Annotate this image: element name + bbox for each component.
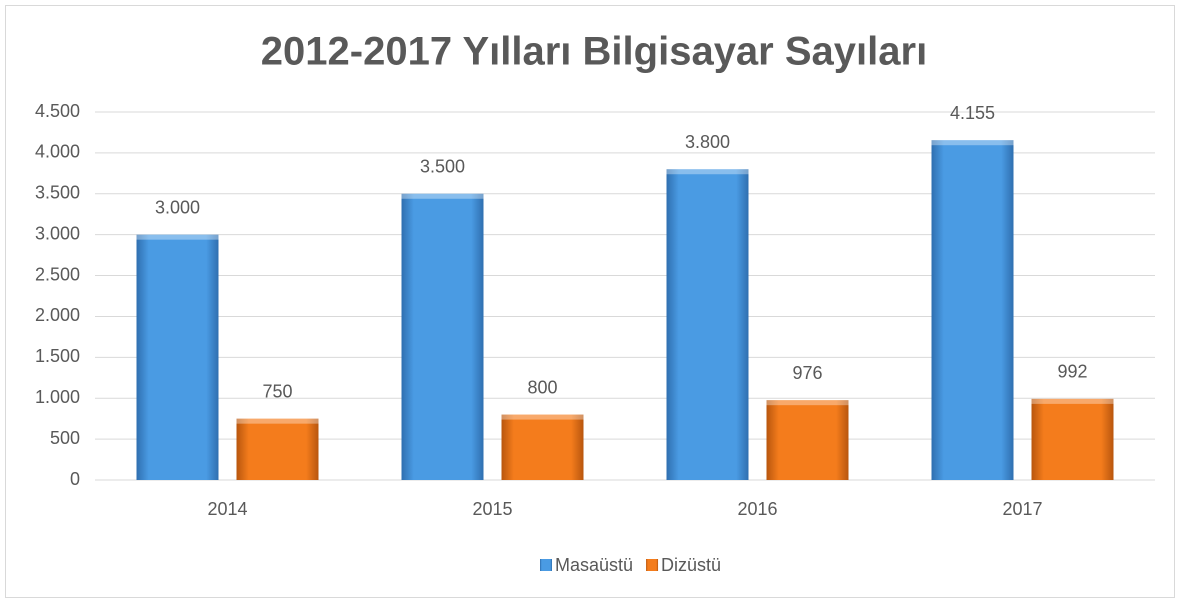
data-label: 3.800	[685, 132, 730, 152]
bar-bevel	[1031, 398, 1114, 404]
bar	[136, 234, 219, 480]
x-tick-label: 2014	[207, 499, 247, 519]
bar-bevel	[401, 193, 484, 199]
chart-title: 2012-2017 Yılları Bilgisayar Sayıları	[261, 30, 927, 74]
bar-bevel	[236, 418, 319, 424]
bar	[401, 193, 484, 480]
y-tick-label: 4.500	[35, 101, 80, 121]
y-tick-label: 2.000	[35, 305, 80, 325]
x-tick-label: 2015	[472, 499, 512, 519]
data-label: 800	[527, 377, 557, 397]
y-tick-label: 0	[70, 469, 80, 489]
data-label: 750	[262, 381, 292, 401]
bar-bevel	[766, 400, 849, 406]
bar	[666, 169, 749, 480]
bar	[501, 414, 584, 480]
bar	[766, 400, 849, 480]
data-label: 976	[792, 363, 822, 383]
x-tick-label: 2017	[1002, 499, 1042, 519]
y-tick-label: 2.500	[35, 264, 80, 284]
legend-label: Masaüstü	[555, 555, 633, 575]
bar-bevel	[931, 140, 1014, 146]
data-label: 3.500	[420, 157, 465, 177]
data-label: 992	[1057, 362, 1087, 382]
bar-bevel	[501, 414, 584, 420]
bar	[236, 418, 319, 480]
legend-swatch	[646, 559, 659, 571]
bar	[931, 140, 1014, 481]
data-label: 4.155	[950, 103, 995, 123]
y-tick-label: 3.000	[35, 223, 80, 243]
y-tick-label: 500	[50, 428, 80, 448]
data-label: 3.000	[155, 197, 200, 217]
y-tick-label: 1.000	[35, 387, 80, 407]
bar-bevel	[666, 169, 749, 175]
y-tick-label: 1.500	[35, 346, 80, 366]
legend-swatch	[540, 559, 552, 571]
y-tick-label: 4.000	[35, 142, 80, 162]
legend-label: Dizüstü	[661, 555, 721, 575]
bar	[1031, 398, 1114, 480]
bar-bevel	[136, 234, 219, 240]
y-tick-label: 3.500	[35, 183, 80, 203]
x-tick-label: 2016	[737, 499, 777, 519]
